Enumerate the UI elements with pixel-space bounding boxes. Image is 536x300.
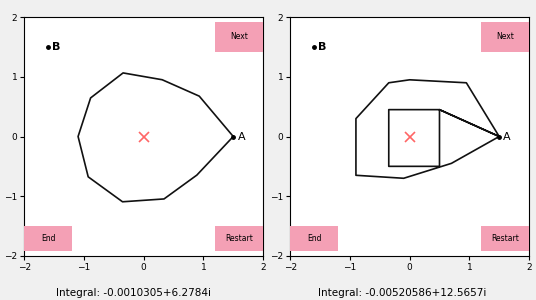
FancyBboxPatch shape [215, 22, 263, 52]
Text: Integral: -0.00520586+12.5657i: Integral: -0.00520586+12.5657i [318, 289, 486, 298]
Text: B: B [318, 42, 327, 52]
FancyBboxPatch shape [291, 226, 338, 251]
Text: B: B [53, 42, 61, 52]
Text: A: A [237, 131, 245, 142]
Text: Next: Next [496, 32, 514, 41]
Text: End: End [307, 234, 322, 243]
FancyBboxPatch shape [481, 226, 529, 251]
Text: A: A [503, 131, 511, 142]
FancyBboxPatch shape [215, 226, 263, 251]
Text: Restart: Restart [225, 234, 253, 243]
FancyBboxPatch shape [481, 22, 529, 52]
Text: End: End [41, 234, 56, 243]
Text: Integral: -0.0010305+6.2784i: Integral: -0.0010305+6.2784i [56, 289, 212, 298]
FancyBboxPatch shape [24, 226, 72, 251]
Text: Restart: Restart [491, 234, 519, 243]
Text: Next: Next [230, 32, 248, 41]
